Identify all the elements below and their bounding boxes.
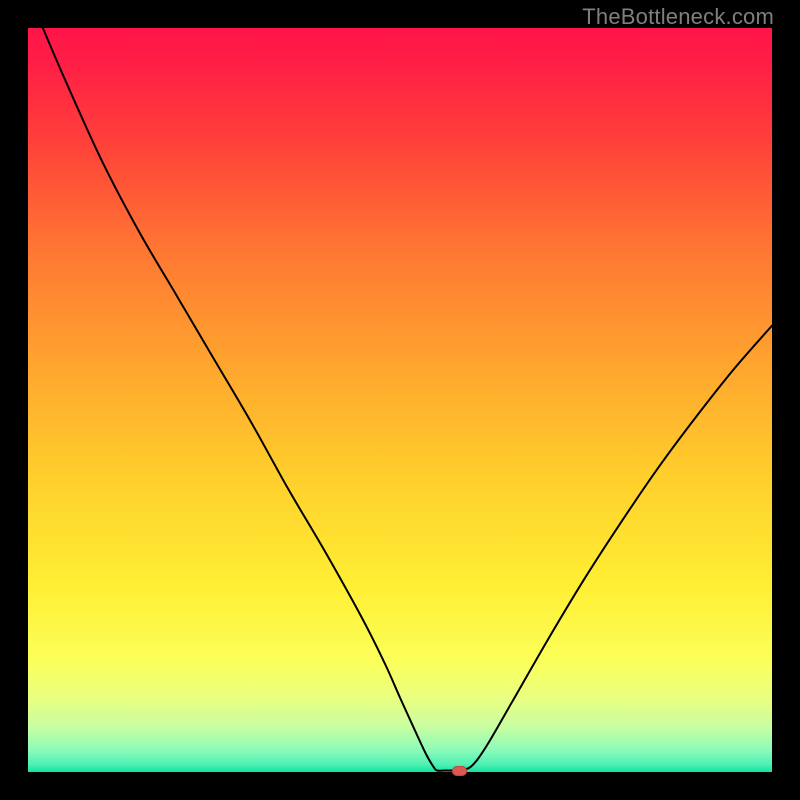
chart-plot-area [28, 28, 772, 772]
watermark-text: TheBottleneck.com [582, 4, 774, 30]
bottleneck-curve [43, 28, 772, 771]
chart-svg [28, 28, 772, 772]
bottleneck-marker [452, 766, 467, 776]
